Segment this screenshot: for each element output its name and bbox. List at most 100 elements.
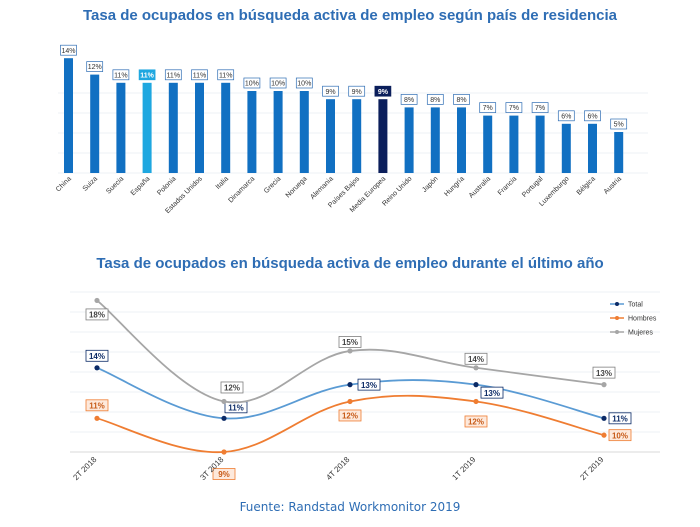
data-label-mujeres-4t-2018: 15% bbox=[342, 338, 358, 347]
bar-label-box-grecia bbox=[269, 77, 287, 89]
legend-marker-mujeres bbox=[615, 330, 619, 334]
line-chart: 14% 11% 13% 13% 11% 11% 9% 12% 12% 10% 18% 12% 15% 14… bbox=[70, 291, 660, 482]
bar-category-label-australia: Australia bbox=[468, 175, 492, 199]
x-tick-label-4t-2018: 4T 2018 bbox=[324, 455, 351, 482]
bar-category-label-belgica: Bélgica bbox=[576, 175, 597, 196]
bar-data-label-noruega: 10% bbox=[297, 81, 311, 88]
bar-label-box-reino-unido bbox=[400, 94, 418, 105]
bar-label-box-alemania bbox=[322, 85, 339, 97]
bar-estados-unidos bbox=[195, 82, 204, 173]
bar-label-box-japon bbox=[426, 94, 444, 105]
data-label-total-2t-2018: 14% bbox=[89, 352, 105, 361]
bar-category-label-austria: Austria bbox=[603, 175, 623, 195]
bar-label-box-polonia bbox=[164, 69, 182, 81]
bar-label-box-paises-bajos bbox=[348, 85, 366, 97]
bar-francia bbox=[509, 115, 519, 173]
bar-category-label-italia: Italia bbox=[215, 175, 230, 190]
label-box-hombres-2t-2018 bbox=[85, 399, 109, 412]
bar-media-europea bbox=[378, 99, 388, 173]
point-total-1t-2019 bbox=[473, 382, 479, 388]
data-label-total-3t-2018: 11% bbox=[228, 404, 244, 413]
data-label-total-4t-2018: 13% bbox=[361, 381, 377, 390]
bar-category-label-espana: España bbox=[130, 175, 152, 197]
x-tick-label-1t-2019: 1T 2019 bbox=[450, 455, 477, 482]
bar-chart: 14% China 12% Suiza 11% Suecia 11% España 11% Pol… bbox=[55, 44, 648, 215]
point-mujeres-2t-2018 bbox=[94, 297, 100, 304]
data-label-hombres-2t-2018: 11% bbox=[89, 402, 105, 411]
bar-data-label-espana: 11% bbox=[140, 72, 154, 79]
bar-category-label-suecia: Suecia bbox=[105, 175, 125, 195]
bar-data-label-belgica: 6% bbox=[587, 113, 597, 120]
bar-noruega bbox=[299, 91, 309, 173]
point-mujeres-3t-2018 bbox=[221, 398, 227, 405]
legend-label-hombres: Hombres bbox=[628, 316, 657, 323]
bar-data-label-dinamarca: 10% bbox=[245, 81, 259, 88]
bar-polonia bbox=[168, 82, 178, 173]
bar-luxemburgo bbox=[561, 123, 571, 173]
data-label-mujeres-1t-2019: 14% bbox=[468, 355, 484, 364]
bar-china bbox=[64, 58, 73, 174]
bar-data-label-luxemburgo: 6% bbox=[561, 113, 571, 120]
bar-suecia bbox=[116, 82, 126, 173]
data-label-mujeres-2t-2019: 13% bbox=[596, 369, 612, 378]
bar-data-label-paises-bajos: 9% bbox=[352, 89, 362, 96]
legend-label-total: Total bbox=[628, 302, 643, 309]
bar-data-label-reino-unido: 8% bbox=[404, 97, 414, 104]
point-total-4t-2018 bbox=[347, 382, 353, 388]
bar-data-label-austria: 5% bbox=[614, 122, 624, 129]
legend-label-mujeres: Mujeres bbox=[628, 330, 653, 337]
label-box-mujeres-3t-2018 bbox=[220, 381, 244, 394]
bar-label-box-china bbox=[60, 44, 77, 56]
line-chart-title: Tasa de ocupados en búsqueda activa de e… bbox=[96, 255, 604, 272]
bar-data-label-alemania: 9% bbox=[325, 89, 335, 96]
point-total-3t-2018 bbox=[221, 415, 227, 421]
bar-australia bbox=[483, 115, 493, 173]
bar-data-label-polonia: 11% bbox=[167, 72, 181, 79]
bar-label-box-dinamarca bbox=[243, 77, 261, 89]
label-box-mujeres-1t-2019 bbox=[464, 352, 488, 365]
bar-chart-title: Tasa de ocupados en búsqueda activa de e… bbox=[82, 7, 618, 24]
point-mujeres-1t-2019 bbox=[473, 365, 479, 371]
bar-data-label-australia: 7% bbox=[483, 105, 493, 112]
bar-data-label-media-europea: 9% bbox=[378, 89, 389, 96]
label-box-total-1t-2019 bbox=[480, 386, 504, 399]
bar-data-label-estados-unidos: 11% bbox=[193, 72, 207, 79]
bar-category-label-noruega: Noruega bbox=[285, 175, 309, 199]
bar-data-label-japon: 8% bbox=[430, 97, 440, 104]
label-box-mujeres-4t-2018 bbox=[338, 336, 362, 348]
bar-label-box-noruega bbox=[295, 77, 313, 89]
label-box-total-2t-2019 bbox=[608, 412, 632, 425]
data-label-total-1t-2019: 13% bbox=[484, 389, 500, 398]
data-label-mujeres-3t-2018: 12% bbox=[224, 384, 240, 393]
bar-label-box-suecia bbox=[112, 69, 130, 81]
legend-marker-total bbox=[615, 302, 619, 306]
bar-label-box-media-europea bbox=[374, 85, 392, 97]
bar-data-label-hungria: 8% bbox=[456, 97, 466, 104]
bar-category-label-grecia: Grecia bbox=[263, 175, 283, 195]
bar-reino-unido bbox=[404, 107, 414, 173]
point-hombres-2t-2018 bbox=[94, 415, 100, 421]
bar-suiza bbox=[90, 74, 100, 173]
point-hombres-4t-2018 bbox=[347, 398, 353, 405]
label-box-hombres-3t-2018 bbox=[212, 468, 236, 480]
bar-category-label-hungria: Hungría bbox=[443, 175, 466, 198]
x-tick-label-2t-2019: 2T 2019 bbox=[578, 455, 605, 482]
bar-portugal bbox=[535, 115, 545, 173]
bar-label-box-portugal bbox=[531, 102, 549, 113]
bar-label-box-estados-unidos bbox=[191, 69, 208, 81]
bar-category-label-portugal: Portugal bbox=[521, 175, 545, 199]
bar-data-label-grecia: 10% bbox=[271, 81, 285, 88]
label-box-hombres-1t-2019 bbox=[464, 415, 488, 428]
label-box-hombres-4t-2018 bbox=[338, 409, 362, 422]
bar-label-box-espana bbox=[138, 69, 156, 81]
data-label-hombres-4t-2018: 12% bbox=[342, 412, 358, 421]
point-hombres-2t-2019 bbox=[601, 432, 607, 438]
bar-category-label-dinamarca: Dinamarca bbox=[227, 175, 256, 204]
label-box-total-4t-2018 bbox=[357, 378, 381, 391]
bar-label-box-hungria bbox=[453, 94, 470, 105]
bar-label-box-austria bbox=[610, 118, 628, 130]
point-total-2t-2018 bbox=[94, 365, 100, 371]
point-mujeres-4t-2018 bbox=[347, 348, 353, 354]
bar-category-label-francia: Francia bbox=[497, 175, 519, 197]
bar-data-label-francia: 7% bbox=[509, 105, 519, 112]
